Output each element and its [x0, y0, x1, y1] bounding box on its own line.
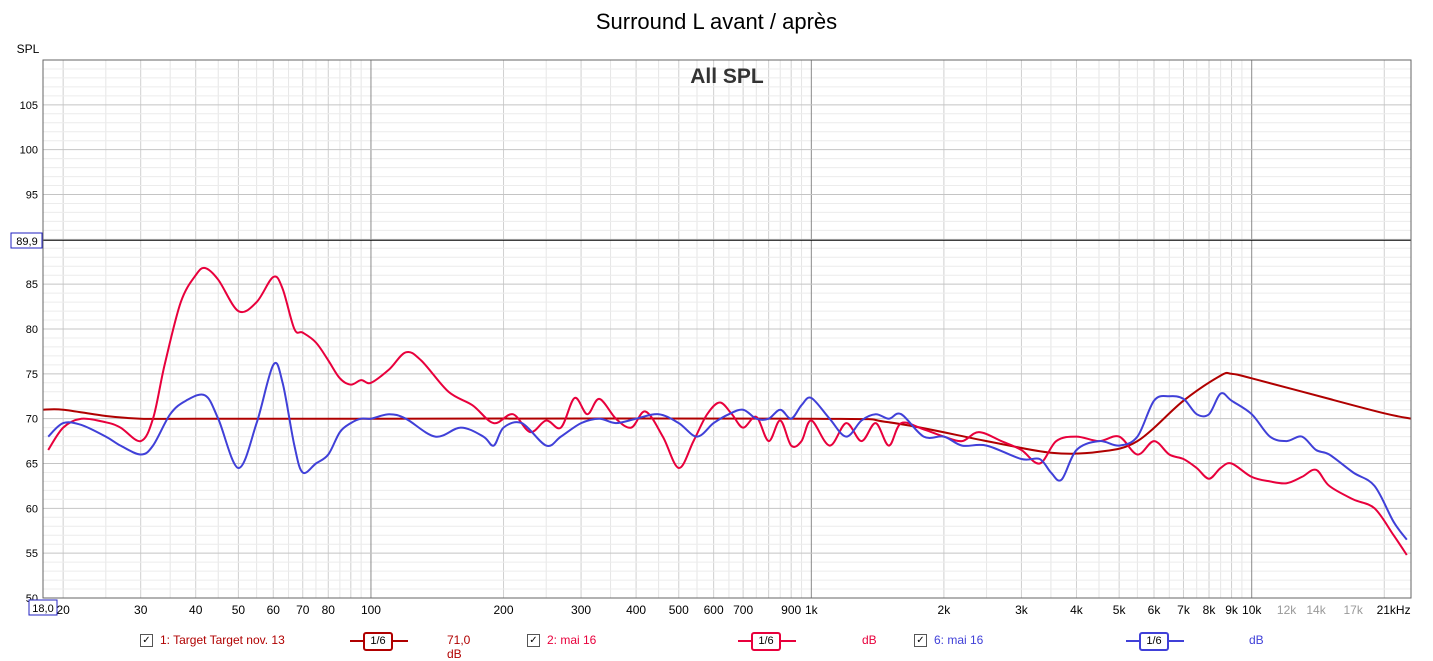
x-tick-label: 6k	[1148, 603, 1162, 617]
x-axis-ticks: 20 30 40 50 60 70 80 100 200 300 400 500 600 700 900 1k…	[56, 603, 1410, 617]
x-tick-label: 900	[781, 603, 801, 617]
x-tick-label: 9k	[1225, 603, 1239, 617]
x-tick-label: 7k	[1177, 603, 1191, 617]
x-tick-label: 700	[733, 603, 753, 617]
y-tick-label: 55	[26, 548, 38, 560]
x-tick-label: 2k	[938, 603, 952, 617]
x-tick-label: 200	[494, 603, 514, 617]
smoothing-value: 1/6	[1139, 632, 1169, 651]
series-group	[42, 266, 1412, 556]
smoothing-value: 1/6	[751, 632, 781, 651]
y-tick-label: 95	[26, 190, 38, 202]
checkbox-mai16-red[interactable]: ✓	[527, 634, 540, 647]
x-tick-label: 80	[322, 603, 336, 617]
series-line-target	[42, 371, 1412, 455]
y-tick-label: 85	[26, 279, 38, 291]
x-tick-label: 5k	[1113, 603, 1127, 617]
y-tick-label: 105	[20, 100, 38, 112]
x-tick-label: 12k	[1277, 603, 1297, 617]
x-tick-label: 14k	[1306, 603, 1326, 617]
frequency-response-chart: 50 55 60 65 70 75 80 85 95 100 105 20 30 40 50 60 70 80 1…	[10, 42, 1412, 617]
y-tick-label: 60	[26, 503, 38, 515]
x-tick-label: 70	[296, 603, 310, 617]
x-start-value: 18,0	[32, 603, 53, 615]
x-tick-label: 10k	[1242, 603, 1262, 617]
x-tick-label: 60	[267, 603, 281, 617]
y-tick-label: 65	[26, 459, 38, 471]
x-tick-label: 8k	[1203, 603, 1217, 617]
x-start-box[interactable]: 18,0	[28, 599, 58, 616]
y-tick-label: 75	[26, 369, 38, 381]
chart-subtitle: All SPL	[690, 65, 764, 88]
legend-value: dB	[1249, 633, 1264, 647]
x-tick-label: 50	[232, 603, 246, 617]
plot-frame	[42, 59, 1412, 599]
x-tick-label: 20	[56, 603, 70, 617]
x-tick-label: 1k	[805, 603, 819, 617]
x-tick-label: 300	[571, 603, 591, 617]
x-tick-label: 4k	[1070, 603, 1084, 617]
legend-value: dB	[862, 633, 877, 647]
legend-label: 2: mai 16	[547, 633, 597, 647]
series-line-mai16-red	[47, 266, 1408, 556]
y-axis-label: SPL	[17, 42, 40, 56]
x-tick-label: 100	[361, 603, 381, 617]
legend-value: 71,0 dB	[447, 633, 471, 661]
cursor-value-box[interactable]: 89,9	[10, 232, 43, 249]
x-tick-label: 30	[134, 603, 148, 617]
major-grid	[43, 59, 1411, 599]
checkbox-mai16-blue[interactable]: ✓	[914, 634, 927, 647]
x-tick-label: 3k	[1015, 603, 1029, 617]
legend-label: 6: mai 16	[934, 633, 984, 647]
checkbox-target[interactable]: ✓	[140, 634, 153, 647]
y-tick-label: 70	[26, 414, 38, 426]
x-tick-label: 17k	[1344, 603, 1364, 617]
x-tick-label: 600	[704, 603, 724, 617]
x-tick-label: 40	[189, 603, 203, 617]
x-tick-label: 21kHz	[1377, 603, 1411, 617]
chart-title: Surround L avant / après	[595, 9, 838, 34]
y-tick-label: 100	[20, 145, 38, 157]
x-tick-label: 400	[626, 603, 646, 617]
cursor-value: 89,9	[16, 236, 37, 248]
legend-label: 1: Target Target nov. 13	[160, 633, 285, 647]
series-line-mai16-blue	[47, 361, 1408, 541]
smoothing-value: 1/6	[363, 632, 393, 651]
x-tick-label: 500	[669, 603, 689, 617]
y-tick-label: 80	[26, 324, 38, 336]
